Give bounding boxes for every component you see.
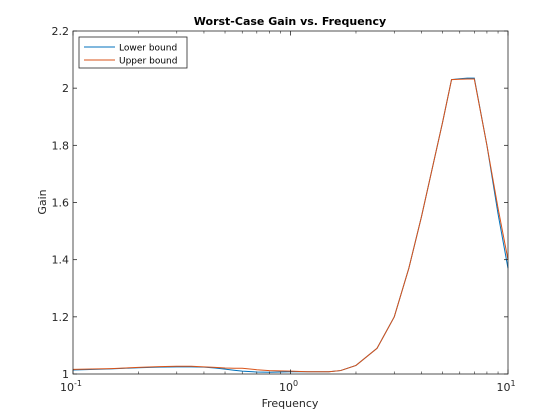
y-tick-label: 1 (62, 368, 69, 381)
y-tick-label: 1.2 (52, 311, 70, 324)
y-tick-label: 1.4 (52, 254, 70, 267)
x-axis-label: Frequency (262, 397, 319, 410)
x-tick-label: 101 (496, 379, 515, 394)
x-tick-label: 100 (279, 379, 298, 394)
y-tick-label: 1.8 (52, 139, 70, 152)
y-tick-label: 1.6 (52, 197, 70, 210)
ticks-layer: 1 1.2 1.4 1.6 1.8 2 2.2 10-1 100 101 (52, 25, 516, 394)
legend-entry: Lower bound (119, 44, 177, 54)
series-layer (72, 77, 509, 373)
y-tick-label: 2 (62, 82, 69, 95)
chart-title: Worst-Case Gain vs. Frequency (194, 15, 386, 28)
legend: Lower bound Upper bound (78, 36, 188, 69)
y-tick-label: 2.2 (52, 25, 70, 38)
legend-entry: Upper bound (119, 57, 177, 67)
plot-area (73, 31, 508, 374)
series-line-upper-bound (72, 78, 509, 373)
x-tick-label: 10-1 (60, 379, 82, 394)
legend-box (78, 36, 188, 69)
y-axis-label: Gain (36, 189, 49, 214)
